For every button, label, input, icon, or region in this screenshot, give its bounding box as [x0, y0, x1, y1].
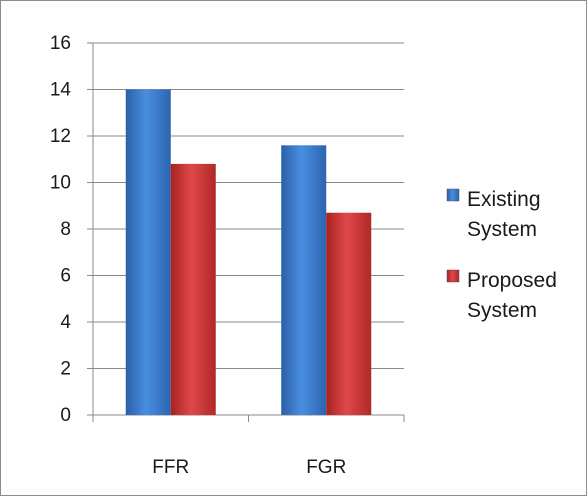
- legend-label: System: [467, 299, 537, 322]
- bar-proposed-system-fgr: [326, 212, 372, 415]
- y-tick-label: 14: [50, 80, 72, 101]
- x-category-label: FGR: [306, 457, 346, 478]
- bar-existing-system-ffr: [125, 89, 171, 415]
- legend-label: Existing: [467, 188, 541, 211]
- y-tick-label: 6: [60, 266, 71, 287]
- legend-label: System: [467, 218, 537, 241]
- y-tick-label: 16: [50, 33, 71, 54]
- bars: [125, 89, 372, 416]
- y-tick-label: 12: [50, 126, 71, 147]
- legend-swatch-existing: [446, 188, 460, 202]
- y-tick-label: 10: [50, 173, 71, 194]
- y-tick-label: 2: [60, 359, 71, 380]
- x-category-label: FFR: [152, 457, 189, 478]
- legend-swatch-proposed: [446, 269, 460, 283]
- legend-label: Proposed: [467, 269, 557, 292]
- axis-labels: 0 2 4 6 8 10 12 14 16 FFR FGR: [50, 33, 346, 478]
- y-tick-label: 0: [60, 405, 71, 426]
- y-tick-label: 8: [60, 219, 71, 240]
- bar-proposed-system-ffr: [170, 163, 216, 415]
- bar-existing-system-fgr: [281, 145, 327, 416]
- legend: Existing System Proposed System: [446, 188, 557, 322]
- y-tick-label: 4: [60, 312, 71, 333]
